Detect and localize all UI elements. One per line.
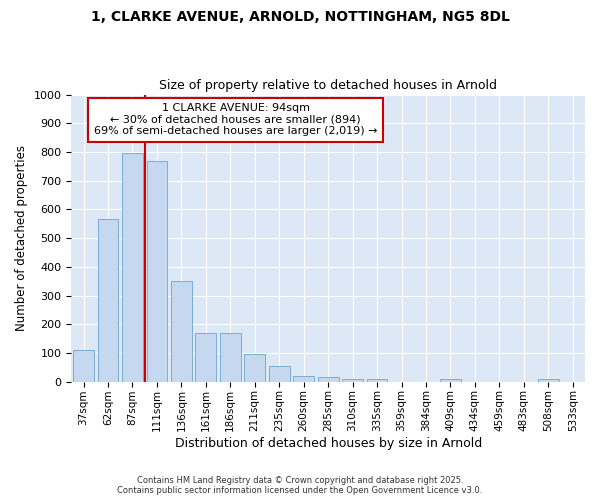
Bar <box>318 378 338 382</box>
Bar <box>440 380 461 382</box>
Bar <box>122 154 143 382</box>
Bar <box>293 376 314 382</box>
Bar <box>269 366 290 382</box>
Bar <box>220 334 241 382</box>
Bar <box>538 380 559 382</box>
Bar <box>367 380 388 382</box>
Text: Contains HM Land Registry data © Crown copyright and database right 2025.
Contai: Contains HM Land Registry data © Crown c… <box>118 476 482 495</box>
Bar <box>73 350 94 382</box>
Bar <box>146 160 167 382</box>
X-axis label: Distribution of detached houses by size in Arnold: Distribution of detached houses by size … <box>175 437 482 450</box>
Text: 1, CLARKE AVENUE, ARNOLD, NOTTINGHAM, NG5 8DL: 1, CLARKE AVENUE, ARNOLD, NOTTINGHAM, NG… <box>91 10 509 24</box>
Bar <box>98 220 118 382</box>
Title: Size of property relative to detached houses in Arnold: Size of property relative to detached ho… <box>159 79 497 92</box>
Bar <box>196 334 216 382</box>
Bar <box>244 354 265 382</box>
Bar <box>342 379 363 382</box>
Bar <box>171 281 192 382</box>
Y-axis label: Number of detached properties: Number of detached properties <box>15 145 28 331</box>
Text: 1 CLARKE AVENUE: 94sqm
← 30% of detached houses are smaller (894)
69% of semi-de: 1 CLARKE AVENUE: 94sqm ← 30% of detached… <box>94 103 377 136</box>
